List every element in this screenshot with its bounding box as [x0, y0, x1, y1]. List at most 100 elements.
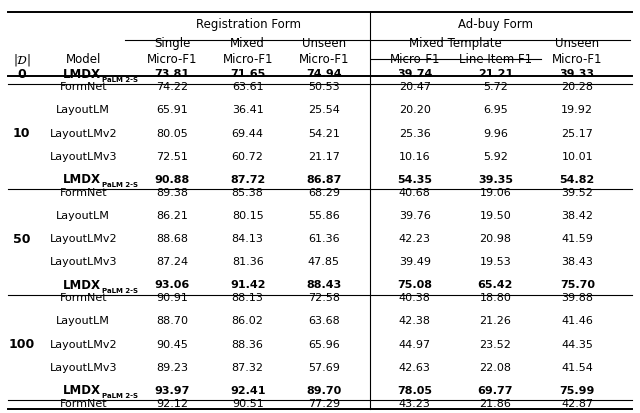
- Text: 54.82: 54.82: [559, 175, 595, 185]
- Text: 54.21: 54.21: [308, 128, 340, 139]
- Text: 68.29: 68.29: [308, 188, 340, 198]
- Text: 38.43: 38.43: [561, 257, 593, 267]
- Text: 25.54: 25.54: [308, 105, 340, 116]
- Text: 69.44: 69.44: [232, 128, 264, 139]
- Text: 47.85: 47.85: [308, 257, 340, 267]
- Text: 38.42: 38.42: [561, 211, 593, 221]
- Text: 39.74: 39.74: [397, 69, 433, 79]
- Text: 88.43: 88.43: [306, 280, 342, 290]
- Text: 86.87: 86.87: [306, 175, 342, 185]
- Text: 41.59: 41.59: [561, 234, 593, 244]
- Text: 25.17: 25.17: [561, 128, 593, 139]
- Text: 25.36: 25.36: [399, 128, 431, 139]
- Text: 65.42: 65.42: [477, 280, 513, 290]
- Text: 87.72: 87.72: [230, 175, 266, 185]
- Text: 50: 50: [13, 233, 31, 246]
- Text: 20.98: 20.98: [479, 234, 511, 244]
- Text: 63.61: 63.61: [232, 82, 264, 93]
- Text: Micro-F1: Micro-F1: [552, 53, 602, 66]
- Text: 92.41: 92.41: [230, 386, 266, 396]
- Text: Micro-F1: Micro-F1: [147, 53, 197, 66]
- Text: Micro-F1: Micro-F1: [299, 53, 349, 66]
- Text: 72.58: 72.58: [308, 293, 340, 303]
- Text: 89.70: 89.70: [306, 386, 342, 396]
- Text: 61.36: 61.36: [308, 234, 340, 244]
- Text: 81.36: 81.36: [232, 257, 264, 267]
- Text: 100: 100: [8, 338, 35, 351]
- Text: LayoutLM: LayoutLM: [56, 316, 110, 326]
- Text: 60.72: 60.72: [232, 152, 264, 162]
- Text: 36.41: 36.41: [232, 105, 264, 116]
- Text: 93.06: 93.06: [154, 280, 190, 290]
- Text: 86.02: 86.02: [232, 316, 264, 326]
- Text: 22.08: 22.08: [479, 363, 511, 373]
- Text: 20.28: 20.28: [561, 82, 593, 93]
- Text: 5.72: 5.72: [483, 82, 508, 93]
- Text: 19.06: 19.06: [479, 188, 511, 198]
- Text: Micro-F1: Micro-F1: [223, 53, 273, 66]
- Text: 44.35: 44.35: [561, 339, 593, 349]
- Text: 77.29: 77.29: [308, 399, 340, 409]
- Text: 20.47: 20.47: [399, 82, 431, 93]
- Text: 57.69: 57.69: [308, 363, 340, 373]
- Text: LMDX: LMDX: [63, 173, 101, 186]
- Text: 90.88: 90.88: [154, 175, 190, 185]
- Text: Model: Model: [65, 53, 101, 66]
- Text: 21.86: 21.86: [479, 399, 511, 409]
- Text: 54.35: 54.35: [397, 175, 432, 185]
- Text: 10.01: 10.01: [561, 152, 593, 162]
- Text: 92.12: 92.12: [156, 399, 188, 409]
- Text: $|\mathcal{D}|$: $|\mathcal{D}|$: [13, 52, 31, 68]
- Text: 42.38: 42.38: [399, 316, 431, 326]
- Text: LayoutLMv2: LayoutLMv2: [49, 128, 117, 139]
- Text: 74.94: 74.94: [306, 69, 342, 79]
- Text: 88.13: 88.13: [232, 293, 264, 303]
- Text: 73.81: 73.81: [155, 69, 189, 79]
- Text: 19.53: 19.53: [479, 257, 511, 267]
- Text: PaLM 2-S: PaLM 2-S: [102, 77, 138, 83]
- Text: LayoutLM: LayoutLM: [56, 105, 110, 116]
- Text: Micro-F1: Micro-F1: [390, 53, 440, 66]
- Text: 41.46: 41.46: [561, 316, 593, 326]
- Text: Single: Single: [154, 37, 190, 50]
- Text: 19.92: 19.92: [561, 105, 593, 116]
- Text: 10.16: 10.16: [399, 152, 431, 162]
- Text: 65.96: 65.96: [308, 339, 340, 349]
- Text: 42.87: 42.87: [561, 399, 593, 409]
- Text: Mixed Template: Mixed Template: [409, 37, 501, 50]
- Text: 5.92: 5.92: [483, 152, 508, 162]
- Text: LMDX: LMDX: [63, 68, 101, 81]
- Text: 87.24: 87.24: [156, 257, 188, 267]
- Text: 89.38: 89.38: [156, 188, 188, 198]
- Text: FormNet: FormNet: [60, 82, 107, 93]
- Text: 40.68: 40.68: [399, 188, 431, 198]
- Text: 88.70: 88.70: [156, 316, 188, 326]
- Text: 9.96: 9.96: [483, 128, 508, 139]
- Text: 39.35: 39.35: [478, 175, 513, 185]
- Text: Unseen: Unseen: [302, 37, 346, 50]
- Text: 18.80: 18.80: [479, 293, 511, 303]
- Text: Mixed: Mixed: [230, 37, 265, 50]
- Text: 71.65: 71.65: [230, 69, 266, 79]
- Text: LayoutLMv3: LayoutLMv3: [49, 152, 117, 162]
- Text: FormNet: FormNet: [60, 188, 107, 198]
- Text: 72.51: 72.51: [156, 152, 188, 162]
- Text: 43.23: 43.23: [399, 399, 431, 409]
- Text: 39.76: 39.76: [399, 211, 431, 221]
- Text: 6.95: 6.95: [483, 105, 508, 116]
- Text: 84.13: 84.13: [232, 234, 264, 244]
- Text: 21.21: 21.21: [477, 69, 513, 79]
- Text: LMDX: LMDX: [63, 384, 101, 397]
- Text: 69.77: 69.77: [477, 386, 513, 396]
- Text: 39.88: 39.88: [561, 293, 593, 303]
- Text: 20.20: 20.20: [399, 105, 431, 116]
- Text: 21.17: 21.17: [308, 152, 340, 162]
- Text: 90.45: 90.45: [156, 339, 188, 349]
- Text: 90.51: 90.51: [232, 399, 264, 409]
- Text: PaLM 2-S: PaLM 2-S: [102, 182, 138, 188]
- Text: 93.97: 93.97: [154, 386, 190, 396]
- Text: 55.86: 55.86: [308, 211, 340, 221]
- Text: 23.52: 23.52: [479, 339, 511, 349]
- Text: Ad-buy Form: Ad-buy Form: [458, 18, 534, 31]
- Text: 88.36: 88.36: [232, 339, 264, 349]
